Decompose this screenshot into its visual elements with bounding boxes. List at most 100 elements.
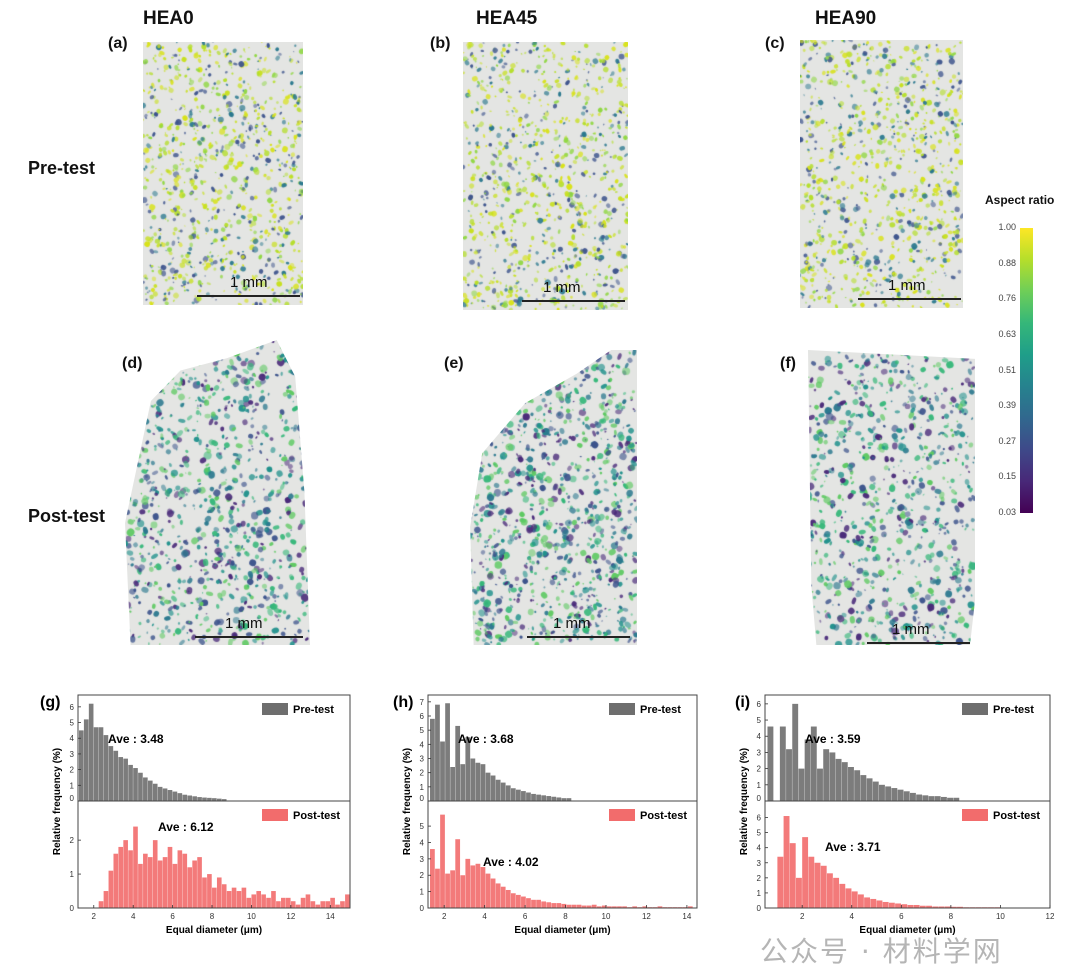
x-tick-label: 8 xyxy=(210,912,215,921)
post-histogram-bar xyxy=(450,870,456,908)
post-histogram-bar xyxy=(926,905,932,908)
pre-histogram-bar xyxy=(182,794,188,801)
post-histogram-bar xyxy=(802,837,809,908)
pre-histogram-bar xyxy=(817,768,823,801)
x-tick-label: 4 xyxy=(131,912,136,921)
post-histogram-bar xyxy=(251,894,257,908)
post-histogram-bar xyxy=(241,887,247,908)
pre-histogram-bar xyxy=(897,789,904,801)
post-histogram-bar xyxy=(556,903,562,908)
pre-histogram-bar xyxy=(123,758,128,801)
y-axis-label: Relative frequency (%) xyxy=(402,748,413,855)
pre-histogram-bar xyxy=(440,741,445,801)
post-histogram-bar xyxy=(576,904,582,908)
pre-histogram-bar xyxy=(500,782,506,801)
pre-legend-label: Pre-test xyxy=(993,704,1034,716)
y-tick-label: 3 xyxy=(420,855,425,864)
y-tick-label: 2 xyxy=(757,765,762,774)
colorbar-tick-label: 0.63 xyxy=(998,328,1016,339)
panel-label: (h) xyxy=(393,694,413,711)
y-axis-label: Relative frequency (%) xyxy=(52,748,63,855)
post-histogram-bar xyxy=(536,899,541,908)
post-histogram-bar xyxy=(932,906,939,908)
post-average-label: Ave : 3.71 xyxy=(825,840,881,854)
scale-bar-d xyxy=(195,636,303,638)
pre-histogram-bar xyxy=(172,791,178,801)
y-tick-label: 6 xyxy=(70,703,75,712)
pre-histogram-bar xyxy=(566,798,572,801)
post-histogram-bar xyxy=(907,904,914,908)
y-tick-label: 3 xyxy=(757,748,762,757)
post-histogram-bar xyxy=(98,901,104,908)
post-histogram-bar xyxy=(919,905,926,908)
scale-bar-a xyxy=(197,295,300,297)
pre-histogram-bar xyxy=(928,796,935,801)
pre-histogram-bar xyxy=(470,758,476,801)
scale-bar-f xyxy=(867,642,970,644)
x-tick-label: 6 xyxy=(523,912,528,921)
scale-label-f: 1 mm xyxy=(892,621,930,638)
pre-histogram-bar xyxy=(879,784,885,801)
y-tick-label: 1 xyxy=(757,781,762,790)
pre-histogram-bar xyxy=(854,770,861,801)
y-tick-label: 7 xyxy=(420,698,425,707)
post-histogram-bar xyxy=(315,904,321,908)
x-tick-label: 6 xyxy=(170,912,175,921)
post-histogram-bar xyxy=(814,862,821,908)
post-histogram-bar xyxy=(261,894,266,908)
y-tick-label: 4 xyxy=(420,740,425,749)
post-histogram-bar xyxy=(857,894,864,908)
micrograph-a xyxy=(143,42,303,305)
column-header-hea45: HEA45 xyxy=(476,8,538,29)
post-histogram-bar xyxy=(526,898,531,908)
y-tick-label: 4 xyxy=(757,844,762,853)
panel-label: (g) xyxy=(40,694,60,711)
y-tick-label: 2 xyxy=(420,871,425,880)
scale-label-c: 1 mm xyxy=(888,277,926,294)
pre-histogram-bar xyxy=(531,793,536,801)
pre-histogram-bar xyxy=(953,797,960,801)
post-histogram-bar xyxy=(500,886,506,908)
pre-legend-swatch xyxy=(609,703,635,715)
post-average-label: Ave : 6.12 xyxy=(158,820,214,834)
post-histogram-bar xyxy=(143,853,148,908)
pre-average-label: Ave : 3.68 xyxy=(458,732,514,746)
y-tick-label: 0 xyxy=(757,904,762,913)
y-tick-label: 1 xyxy=(70,781,75,790)
panel-label-f: (f) xyxy=(780,355,796,372)
y-tick-label: 6 xyxy=(757,814,762,823)
colorbar-tick-label: 0.03 xyxy=(998,507,1016,517)
y-tick-label: 0 xyxy=(420,794,425,803)
pre-histogram-bar xyxy=(103,735,109,801)
y-tick-label: 0 xyxy=(70,904,75,913)
x-tick-label: 10 xyxy=(996,912,1005,921)
x-tick-label: 2 xyxy=(442,912,447,921)
scale-bar-c xyxy=(858,298,961,300)
post-histogram-bar xyxy=(172,863,178,908)
pre-histogram-bar xyxy=(835,758,842,801)
pre-histogram-bar xyxy=(947,797,954,801)
pre-histogram-bar xyxy=(561,798,567,801)
post-histogram-bar xyxy=(789,843,796,908)
pre-histogram-bar xyxy=(133,768,138,801)
post-histogram-bar xyxy=(207,874,212,908)
y-tick-label: 2 xyxy=(757,874,762,883)
pre-histogram-bar xyxy=(460,764,466,801)
micrograph-texture xyxy=(800,40,963,308)
pre-histogram-bar xyxy=(916,794,923,801)
pre-histogram-bar xyxy=(162,788,168,801)
y-axis-label: Relative frequency (%) xyxy=(739,748,750,855)
pre-histogram-bar xyxy=(779,726,786,801)
post-histogram-bar xyxy=(485,873,491,908)
colorbar-tick-label: 0.51 xyxy=(998,364,1016,375)
colorbar-tick-label: 1.00 xyxy=(998,222,1016,232)
pre-legend-label: Pre-test xyxy=(293,704,334,716)
post-histogram-bar xyxy=(202,877,207,908)
pre-histogram-bar xyxy=(823,749,830,801)
post-histogram-bar xyxy=(335,904,340,908)
y-tick-label: 5 xyxy=(420,726,425,735)
post-histogram-bar xyxy=(221,884,227,908)
post-histogram-bar xyxy=(266,897,271,908)
y-tick-label: 3 xyxy=(70,750,75,759)
y-tick-label: 5 xyxy=(757,829,762,838)
